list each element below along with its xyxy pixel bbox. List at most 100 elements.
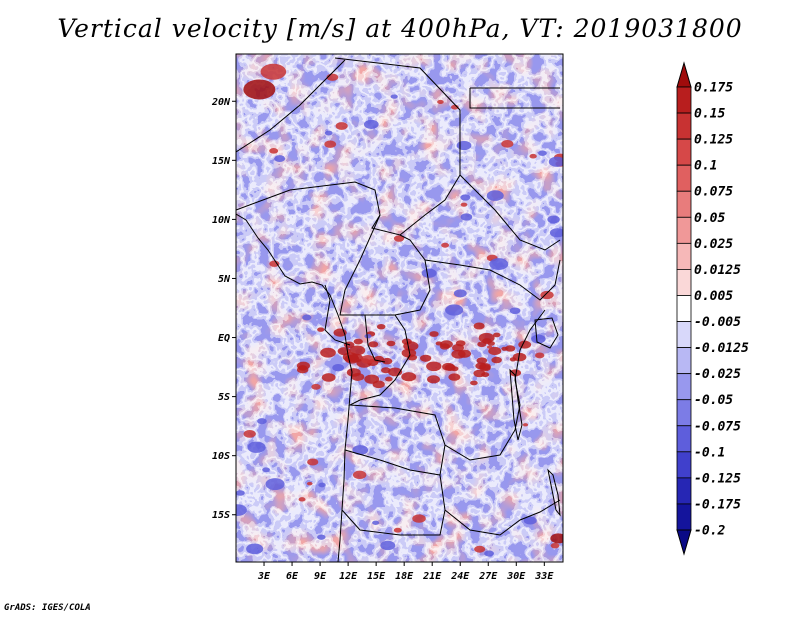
lon-tick-label: 24E — [450, 571, 470, 582]
colorbar: 0.175 0.15 0.125 0.1 0.075 0.05 0.025 0.0125 0.0… — [676, 61, 749, 556]
field-cell — [265, 478, 285, 491]
field-cell — [363, 119, 379, 130]
field-cell — [296, 366, 309, 374]
field-cell — [307, 458, 319, 466]
field-cell — [479, 364, 491, 372]
colorbar-label: 0.175 — [694, 81, 733, 96]
field-cell — [236, 504, 247, 517]
field-cell — [474, 545, 486, 553]
border-south-3 — [341, 509, 446, 536]
field-cell — [352, 445, 369, 455]
field-cell — [269, 260, 280, 267]
field-cell — [481, 372, 490, 378]
field-cell — [236, 490, 245, 496]
lon-tick-label: 3E — [257, 571, 271, 582]
political-boundaries — [236, 57, 561, 562]
lon-tick-label: 18E — [395, 571, 414, 582]
field-cell — [547, 215, 560, 224]
field-cell — [491, 356, 502, 364]
lat-tick-label: 10S — [212, 451, 230, 462]
field-cell — [501, 140, 514, 148]
field-cell — [412, 514, 426, 523]
colorbar-label: 0.005 — [694, 289, 733, 304]
vertical-velocity-field — [236, 54, 563, 562]
field-cell — [456, 140, 472, 151]
field-cell — [453, 289, 467, 298]
field-cell — [489, 258, 509, 270]
colorbar-bin — [676, 295, 692, 322]
colorbar-bin — [676, 112, 692, 140]
colorbar-label: -0.2 — [694, 524, 725, 539]
colorbar-label: -0.1 — [694, 445, 725, 460]
field-cell — [493, 332, 501, 338]
border-south-1 — [344, 444, 446, 476]
colorbar-bin — [676, 477, 692, 505]
colorbar-bin — [676, 425, 692, 453]
field-cell — [364, 333, 372, 339]
field-cell — [549, 228, 563, 238]
field-cell — [429, 331, 439, 337]
field-cell — [460, 194, 471, 201]
field-cell — [401, 372, 417, 382]
field-cell — [457, 349, 472, 358]
field-cell — [487, 345, 493, 349]
field-cell — [269, 148, 279, 154]
lat-tick-label: 5N — [218, 274, 231, 285]
field-cell — [262, 467, 270, 473]
field-cell — [403, 341, 419, 351]
field-cell — [535, 352, 545, 359]
field-cell — [509, 307, 521, 315]
field-cell — [460, 213, 473, 221]
field-cell — [353, 338, 363, 345]
lake-victoria — [534, 317, 559, 349]
field-cell — [352, 470, 367, 480]
field-cell — [550, 542, 560, 549]
lon-tick-label: 27E — [478, 571, 498, 582]
border-drc — [348, 309, 546, 461]
colorbar-bin — [676, 242, 692, 270]
field-cell — [368, 341, 379, 348]
field-cell — [349, 345, 366, 356]
border-central-2 — [424, 259, 561, 301]
colorbar-label: 0.05 — [694, 211, 725, 226]
colorbar-label: -0.05 — [694, 393, 733, 408]
colorbar-bin — [676, 399, 692, 427]
field-cell — [437, 99, 444, 105]
field-cell — [393, 527, 402, 533]
field-cell — [445, 304, 464, 316]
lake-malawi — [547, 468, 561, 517]
colorbar-min-triangle — [676, 529, 692, 556]
colorbar-label: -0.0125 — [694, 341, 749, 356]
field-cell — [476, 357, 488, 364]
field-cell — [385, 376, 393, 382]
field-cell — [364, 374, 380, 384]
field-cell — [470, 380, 478, 386]
map-frame — [235, 53, 564, 563]
coastline-west-africa — [236, 213, 353, 562]
field-cell — [477, 341, 487, 348]
colorbar-label: 0.025 — [694, 237, 733, 252]
field-cell — [448, 373, 461, 381]
colorbar-bin — [676, 190, 692, 218]
lat-tick-label: 15N — [212, 156, 231, 167]
colorbar-max-triangle — [676, 61, 692, 88]
field-cell — [460, 202, 468, 207]
lat-tick-label: 15S — [212, 510, 230, 521]
field-cell — [321, 373, 336, 382]
field-cell — [427, 375, 441, 384]
border-gabon-congo — [324, 284, 386, 363]
border-north-2 — [236, 59, 346, 153]
colorbar-label: 0.125 — [694, 133, 733, 148]
footer-credit: GrADS: IGES/COLA — [4, 603, 91, 613]
field-cell — [324, 130, 333, 136]
field-cell — [421, 268, 437, 278]
axis-ticks: 20N 15N 10N 5N EQ 5S 10S 15S 3E 6E 9E 12E 15E 18E 21E 2… — [211, 97, 554, 582]
field-cell — [246, 543, 264, 555]
lat-tick-label: 20N — [211, 97, 231, 108]
field-cell — [361, 354, 375, 364]
field-cell — [484, 550, 495, 557]
colorbar-bin — [676, 269, 692, 296]
colorbar-label: 0.15 — [694, 107, 725, 122]
field-highlight-blobs — [236, 63, 563, 557]
